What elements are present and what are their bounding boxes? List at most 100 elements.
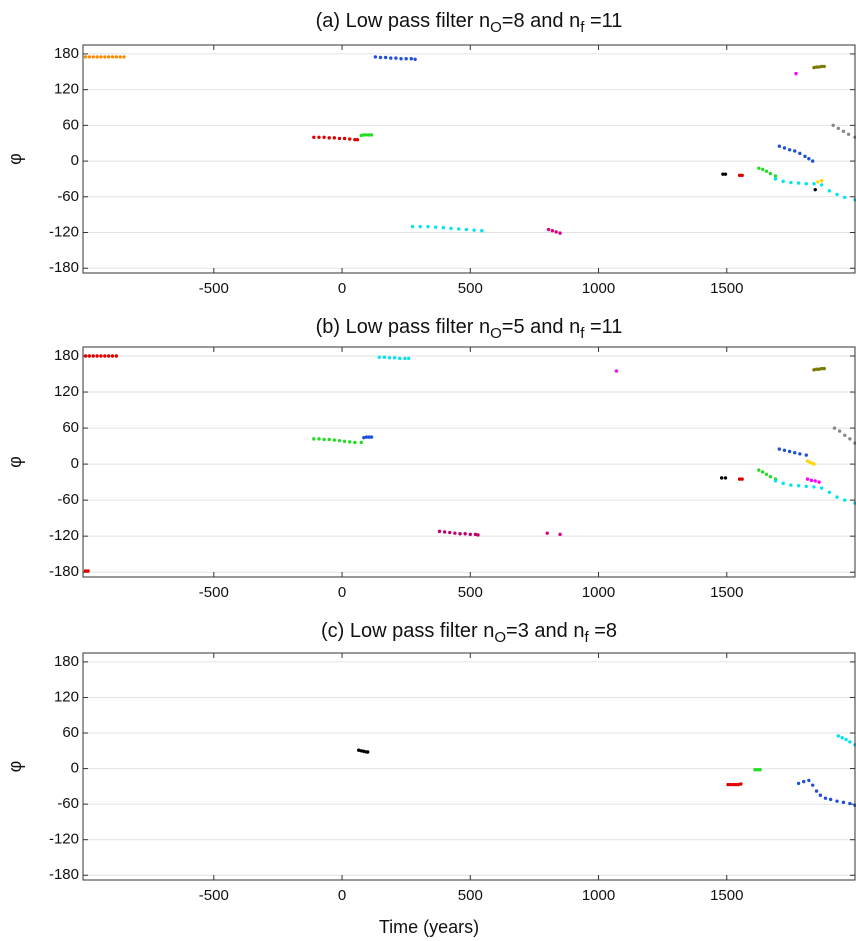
point [332, 438, 337, 442]
title-subscript: O [494, 629, 506, 646]
point [798, 151, 802, 156]
y-axis-label: φ [5, 456, 25, 468]
x-tick-label: 0 [338, 887, 346, 904]
point [773, 479, 778, 483]
point [753, 768, 757, 772]
point [407, 356, 411, 361]
y-tick-label: 60 [62, 116, 79, 133]
point [342, 136, 347, 141]
point [831, 123, 835, 128]
x-tick-label: -500 [199, 887, 229, 904]
point [802, 779, 806, 784]
point [545, 531, 549, 535]
point [83, 354, 88, 358]
point [614, 369, 619, 373]
point [558, 532, 562, 537]
point [721, 172, 725, 176]
point [817, 65, 821, 69]
point [813, 187, 817, 192]
point [468, 532, 472, 537]
point [389, 56, 393, 60]
point [841, 800, 846, 805]
point [835, 799, 839, 803]
title-part: =8 [589, 620, 617, 642]
point [755, 768, 760, 772]
point [798, 452, 802, 456]
point [796, 181, 801, 185]
x-tick-label: 1500 [710, 280, 743, 297]
point [777, 144, 782, 148]
point [387, 356, 392, 360]
point [364, 133, 369, 137]
point [812, 368, 816, 372]
point [760, 470, 765, 474]
point [110, 55, 115, 59]
title-subscript: f [580, 19, 585, 36]
chart-title: (a) Low pass filter nO=8 and nf =11 [316, 10, 623, 36]
point [91, 55, 95, 59]
point [814, 367, 819, 371]
point [95, 55, 99, 59]
point [359, 133, 363, 138]
point [449, 226, 453, 231]
point [804, 182, 808, 186]
y-tick-label: -180 [49, 259, 79, 276]
point [804, 484, 808, 489]
x-tick-label: 1000 [582, 584, 615, 601]
point [768, 171, 773, 176]
point [737, 173, 742, 178]
point [353, 137, 357, 142]
point [731, 782, 735, 787]
title-subscript: f [584, 629, 589, 646]
point [399, 56, 403, 61]
point [463, 532, 467, 536]
y-tick-label: 0 [71, 455, 79, 472]
point [810, 159, 815, 163]
x-tick-label: 500 [458, 887, 483, 904]
x-axis-label: Time (years) [379, 917, 479, 937]
title-subscript: O [490, 325, 502, 342]
point [106, 354, 111, 358]
point [365, 750, 370, 754]
point [99, 55, 103, 59]
plot-frame [82, 44, 856, 274]
point [793, 450, 797, 455]
point [441, 226, 446, 230]
point [726, 782, 730, 787]
point [734, 782, 738, 787]
point [480, 229, 484, 233]
point [453, 531, 457, 535]
y-tick-label: -60 [57, 188, 79, 205]
point [473, 532, 478, 537]
point [99, 354, 103, 358]
point [383, 55, 388, 60]
y-tick-label: -60 [57, 491, 79, 508]
point [413, 57, 417, 61]
point [848, 801, 852, 806]
y-tick-label: 60 [62, 724, 79, 741]
point [848, 740, 852, 744]
point [828, 797, 833, 802]
point [819, 179, 824, 183]
point [95, 354, 99, 358]
point [840, 736, 844, 740]
point [777, 447, 782, 451]
point [768, 475, 773, 479]
point [103, 354, 107, 358]
point [816, 180, 820, 184]
point [835, 192, 839, 197]
point [819, 183, 824, 187]
point [848, 437, 852, 441]
point [827, 490, 832, 495]
point [723, 172, 728, 176]
point [83, 55, 88, 59]
point [437, 529, 442, 534]
y-tick-label: -60 [57, 795, 79, 812]
x-tick-label: -500 [199, 280, 229, 297]
point [835, 495, 839, 499]
point [362, 133, 366, 137]
x-tick-label: 0 [338, 584, 346, 601]
point [812, 182, 816, 186]
y-tick-label: 180 [54, 45, 79, 62]
point [83, 569, 88, 573]
